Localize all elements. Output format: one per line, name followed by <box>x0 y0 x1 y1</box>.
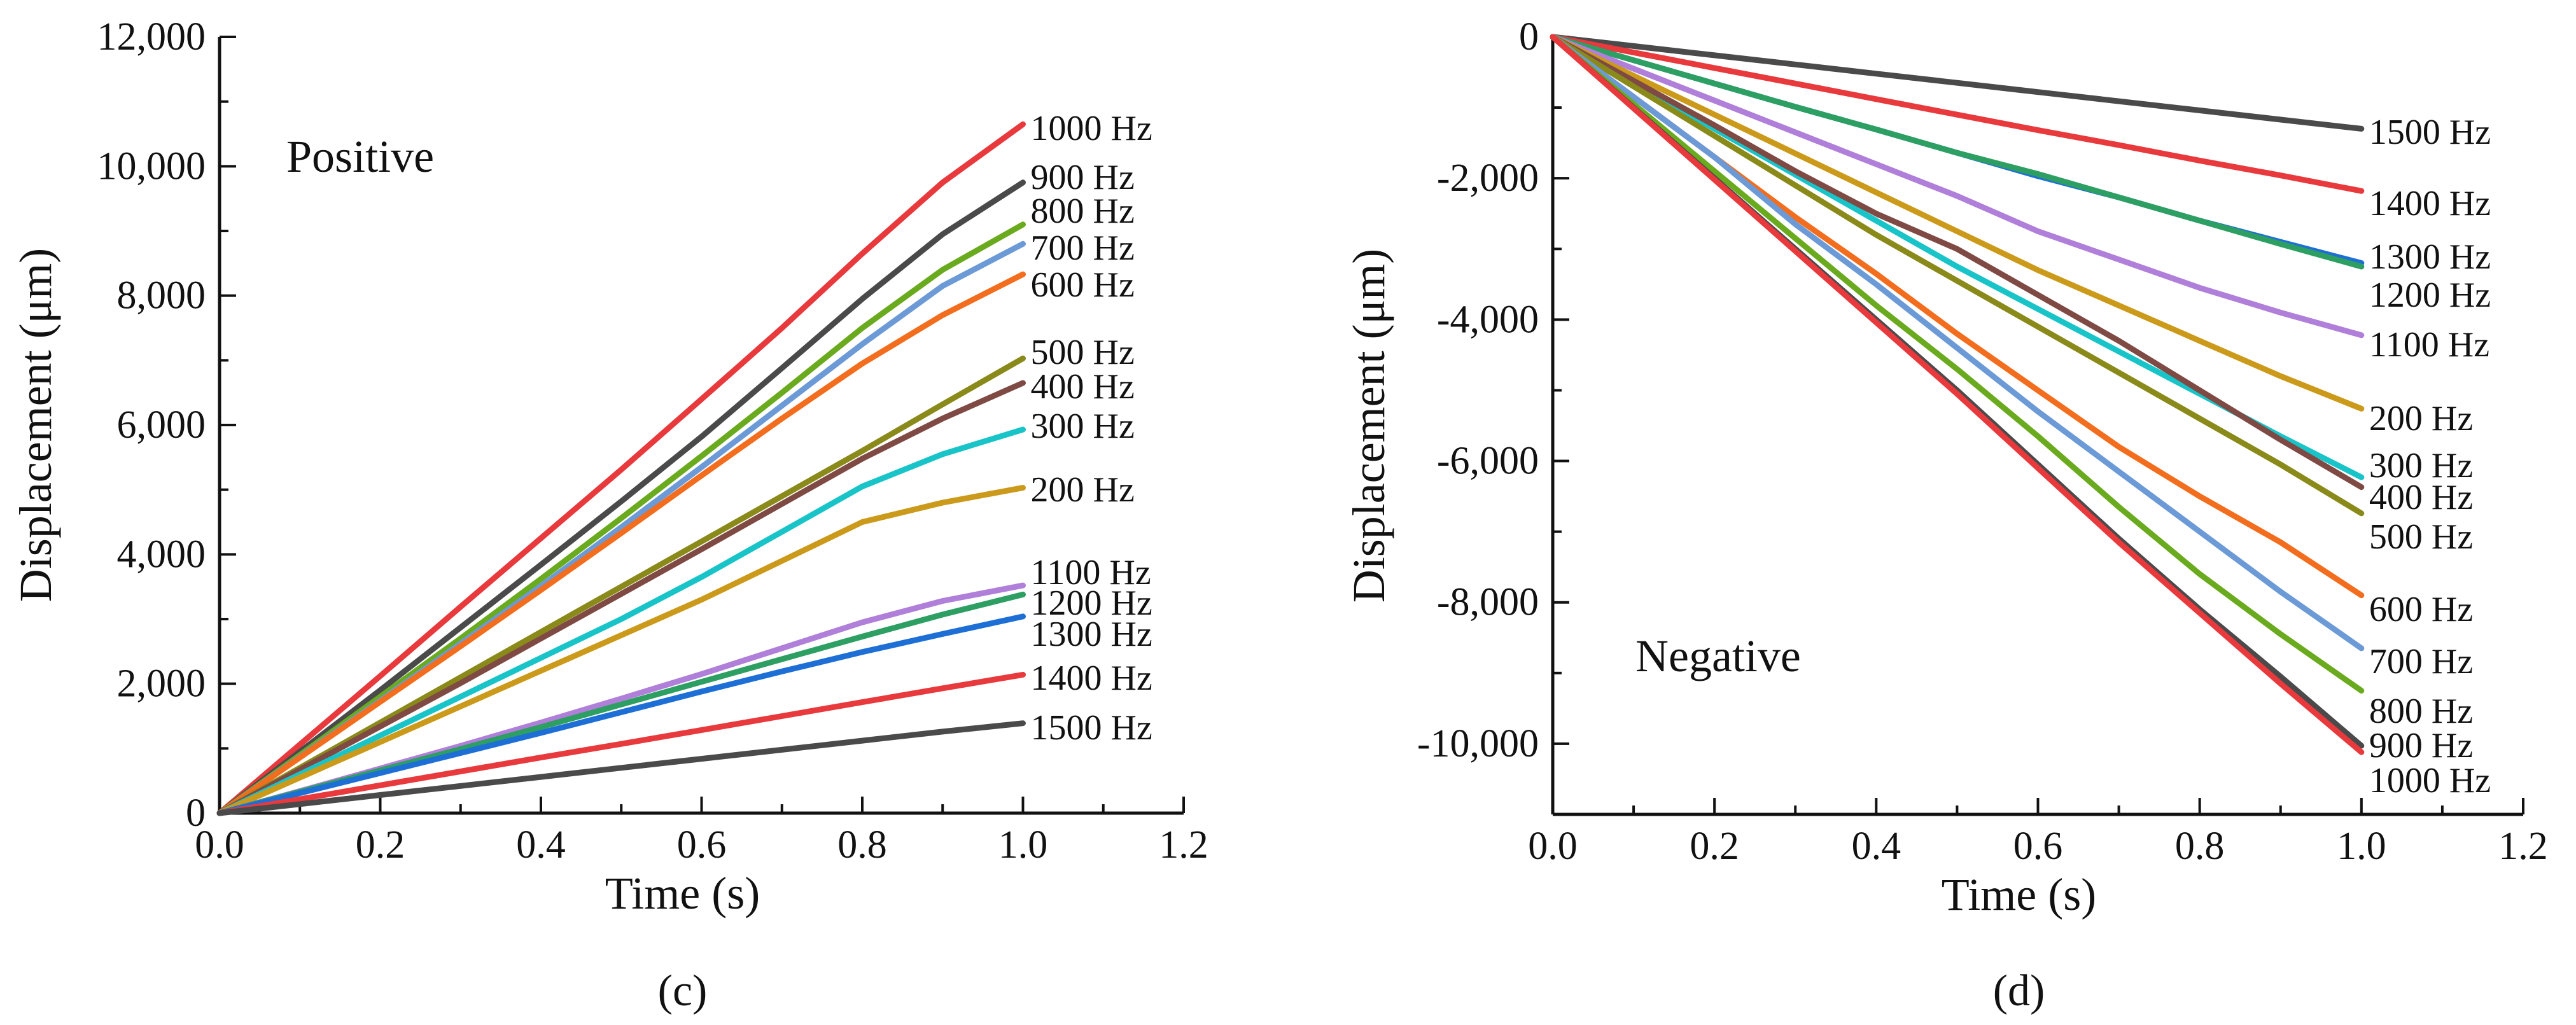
x-tick-label: 0.6 <box>2013 825 2063 868</box>
series-label-500-hz: 500 Hz <box>2369 517 2473 557</box>
series-line-300-hz <box>216 426 1026 816</box>
series-label-1100-hz: 1100 Hz <box>2369 325 2489 365</box>
series-line-1300-hz <box>216 613 1026 816</box>
y-tick-label: -10,000 <box>1417 722 1539 765</box>
x-tick-label: 0.8 <box>837 823 887 867</box>
series-label-200-hz: 200 Hz <box>2369 399 2473 438</box>
x-tick-label: 1.2 <box>2498 825 2548 868</box>
chart-panel-c: 0.0 0.2 0.4 0.6 0.8 1.0 1.2 0 2,000 4,000 6,000 8,0… <box>10 15 1208 1015</box>
x-tick-label: 0.4 <box>516 823 566 867</box>
x-tick-label: 0.2 <box>1690 825 1739 868</box>
series-label-300-hz: 300 Hz <box>2369 446 2473 485</box>
x-tick-label: 1.2 <box>1159 823 1208 867</box>
series-line-600-hz <box>216 271 1026 816</box>
series-label-200-hz: 200 Hz <box>1031 470 1135 510</box>
series-label-600-hz: 600 Hz <box>1031 265 1135 305</box>
panel-annotation: Positive <box>286 131 434 182</box>
series-line-700-hz <box>1550 34 2365 652</box>
series-line-1000-hz <box>1550 34 2365 755</box>
series-label-1500-hz: 1500 Hz <box>1031 708 1152 748</box>
y-tick-label: -6,000 <box>1437 440 1539 483</box>
x-tick-label: 0.0 <box>195 823 244 867</box>
series-label-400-hz: 400 Hz <box>1031 367 1135 407</box>
panel-label: (d) <box>1993 966 2045 1015</box>
series-label-900-hz: 900 Hz <box>2369 726 2473 765</box>
series-line-1000-hz <box>216 121 1026 816</box>
x-tick-label: 1.0 <box>2337 825 2386 868</box>
y-tick-label: 10,000 <box>97 144 206 188</box>
x-tick-label: 0.4 <box>1852 825 1901 868</box>
series-label-800-hz: 800 Hz <box>2369 692 2473 731</box>
series-line-1100-hz <box>1550 34 2365 338</box>
y-tick-label: 12,000 <box>97 15 206 59</box>
series-label-800-hz: 800 Hz <box>1031 192 1135 231</box>
y-axis-title: Displacement (μm) <box>10 248 61 602</box>
y-tick-label: -4,000 <box>1437 298 1539 341</box>
series-label-1500-hz: 1500 Hz <box>2369 113 2491 152</box>
x-axis-title: Time (s) <box>605 868 760 919</box>
series-line-400-hz <box>216 380 1026 816</box>
y-tick-label: 4,000 <box>117 533 206 576</box>
series-label-1200-hz: 1200 Hz <box>2369 275 2491 315</box>
series-label-1100-hz: 1100 Hz <box>1031 553 1151 592</box>
series-line-200-hz <box>216 485 1026 816</box>
x-tick-label: 0.8 <box>2175 825 2225 868</box>
series-label-300-hz: 300 Hz <box>1031 407 1135 446</box>
series-line-1500-hz <box>1550 34 2365 132</box>
panel-label: (c) <box>658 966 708 1015</box>
panel-annotation: Negative <box>1635 631 1801 681</box>
y-tick-label: 0 <box>186 791 206 835</box>
series-line-400-hz <box>1550 34 2365 491</box>
series-line-1200-hz <box>1550 34 2365 270</box>
series-line-900-hz <box>216 179 1026 816</box>
series-label-1400-hz: 1400 Hz <box>2369 184 2491 223</box>
series-label-1200-hz: 1200 Hz <box>1031 583 1152 623</box>
y-tick-label: 8,000 <box>117 274 206 317</box>
y-tick-label: 6,000 <box>117 403 206 447</box>
series-line-500-hz <box>1550 34 2365 517</box>
x-tick-label: 0.0 <box>1528 825 1578 868</box>
series-label-1300-hz: 1300 Hz <box>1031 615 1152 654</box>
x-tick-label: 0.6 <box>677 823 727 867</box>
series-label-600-hz: 600 Hz <box>2369 590 2473 629</box>
y-axis-title: Displacement (μm) <box>1343 249 1394 603</box>
series-label-700-hz: 700 Hz <box>1031 228 1135 268</box>
series-label-900-hz: 900 Hz <box>1031 158 1135 197</box>
y-tick-label: 2,000 <box>117 662 206 706</box>
series-label-500-hz: 500 Hz <box>1031 333 1135 372</box>
y-tick-label: 0 <box>1519 15 1539 59</box>
series-line-1500-hz <box>216 720 1026 816</box>
series-line-1400-hz <box>216 671 1026 816</box>
series-label-400-hz: 400 Hz <box>2369 478 2473 517</box>
series-line-200-hz <box>1550 34 2365 412</box>
y-tick-label: -2,000 <box>1437 157 1539 200</box>
series-label-1300-hz: 1300 Hz <box>2369 237 2491 277</box>
x-tick-label: 1.0 <box>998 823 1048 867</box>
series-line-1400-hz <box>1550 34 2365 194</box>
x-tick-label: 0.2 <box>356 823 405 867</box>
chart-panel-d: 0.0 0.2 0.4 0.6 0.8 1.0 1.2 -10,000 -8,000 -6,000… <box>1343 15 2548 1015</box>
series-label-1400-hz: 1400 Hz <box>1031 659 1152 698</box>
x-axis-title: Time (s) <box>1942 869 2096 920</box>
series-line-800-hz <box>1550 34 2365 694</box>
series-line-600-hz <box>1550 34 2365 599</box>
series-label-700-hz: 700 Hz <box>2369 642 2473 681</box>
y-tick-label: -8,000 <box>1437 581 1539 624</box>
series-label-1000-hz: 1000 Hz <box>2369 761 2491 800</box>
series-label-1000-hz: 1000 Hz <box>1031 109 1152 148</box>
